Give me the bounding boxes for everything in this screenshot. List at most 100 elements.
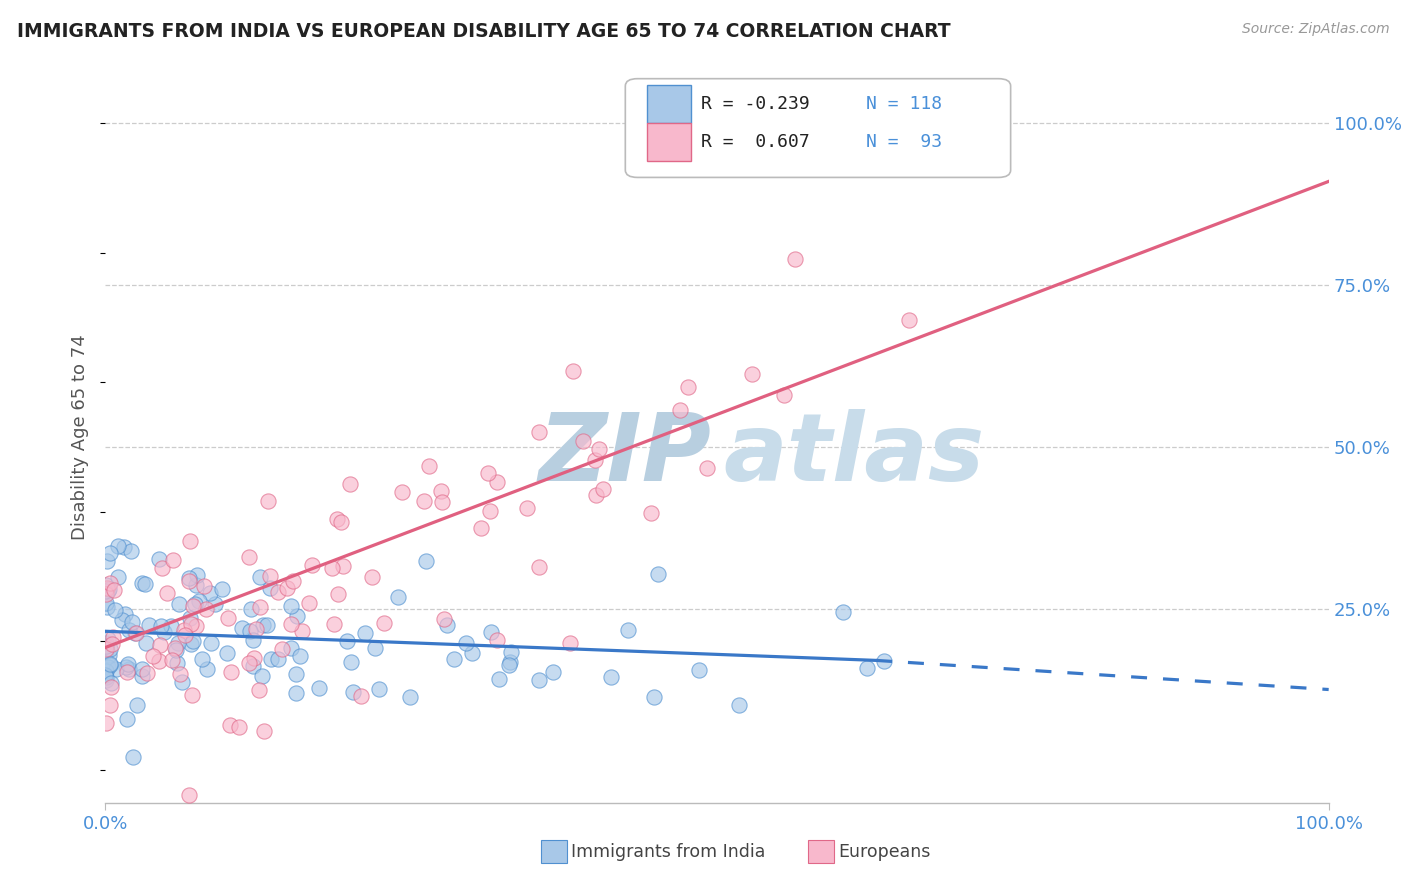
Point [218, 718, 240, 732]
Point [111, 613, 134, 627]
Point [117, 624, 139, 638]
Point [430, 494, 453, 508]
Text: N = 118: N = 118 [866, 95, 942, 113]
Point [323, 616, 346, 631]
Point [280, 599, 302, 614]
Point [336, 634, 359, 648]
Text: IMMIGRANTS FROM INDIA VS EUROPEAN DISABILITY AGE 65 TO 74 CORRELATION CHART: IMMIGRANTS FROM INDIA VS EUROPEAN DISABI… [17, 22, 950, 41]
Point [561, 364, 583, 378]
Point [676, 380, 699, 394]
Point [617, 623, 640, 637]
Point [98, 648, 121, 662]
Point [479, 625, 502, 640]
Point [242, 659, 264, 673]
Point [117, 665, 139, 679]
Point [342, 684, 364, 698]
Point [276, 581, 298, 595]
Point [486, 475, 509, 489]
Point [117, 712, 139, 726]
Point [96, 599, 118, 614]
Point [103, 583, 125, 598]
Point [238, 656, 260, 670]
Point [156, 586, 179, 600]
Point [179, 574, 201, 588]
Point [339, 476, 361, 491]
Point [107, 570, 129, 584]
Point [516, 501, 538, 516]
Point [245, 622, 267, 636]
Point [340, 655, 363, 669]
Point [96, 554, 118, 568]
Point [290, 624, 312, 639]
Point [391, 485, 413, 500]
Point [583, 453, 606, 467]
Point [477, 467, 499, 481]
Point [183, 634, 205, 648]
Point [592, 482, 614, 496]
Point [499, 655, 522, 669]
Point [150, 618, 173, 632]
Point [253, 723, 276, 738]
Point [180, 616, 202, 631]
Point [252, 669, 274, 683]
Point [94, 716, 117, 731]
Point [696, 460, 718, 475]
Point [240, 601, 263, 615]
Point [148, 654, 170, 668]
Point [153, 625, 176, 640]
Point [285, 608, 308, 623]
Point [288, 648, 311, 663]
Point [373, 615, 395, 630]
Point [728, 698, 751, 713]
Point [187, 594, 209, 608]
Point [170, 674, 193, 689]
Point [238, 549, 260, 564]
Point [301, 558, 323, 572]
Point [177, 570, 200, 584]
Point [125, 698, 148, 712]
Point [443, 652, 465, 666]
Point [470, 521, 492, 535]
Point [193, 578, 215, 592]
Point [162, 553, 184, 567]
Point [643, 690, 665, 705]
Point [96, 581, 118, 595]
Point [100, 680, 122, 694]
Point [98, 641, 121, 656]
Point [256, 617, 278, 632]
Point [285, 667, 308, 681]
Point [94, 667, 117, 681]
Point [179, 611, 201, 625]
Point [741, 368, 763, 382]
Point [98, 575, 121, 590]
Point [117, 657, 139, 671]
Point [148, 551, 170, 566]
Point [418, 459, 440, 474]
Point [105, 662, 128, 676]
Point [190, 652, 212, 666]
Point [122, 750, 145, 764]
Point [783, 252, 806, 266]
Point [135, 636, 157, 650]
Point [267, 584, 290, 599]
Point [600, 670, 623, 684]
Point [259, 581, 281, 595]
Point [103, 630, 125, 644]
Point [498, 657, 520, 672]
Point [308, 681, 330, 695]
FancyBboxPatch shape [626, 78, 1011, 178]
Point [353, 626, 375, 640]
Point [120, 544, 142, 558]
Point [114, 659, 136, 673]
Point [98, 657, 121, 671]
Point [326, 512, 349, 526]
Point [640, 506, 662, 520]
Point [118, 662, 141, 676]
Point [200, 636, 222, 650]
Point [211, 582, 233, 596]
Text: atlas: atlas [723, 409, 984, 501]
Point [100, 676, 122, 690]
Point [280, 640, 302, 655]
Point [94, 635, 117, 649]
Point [94, 578, 117, 592]
